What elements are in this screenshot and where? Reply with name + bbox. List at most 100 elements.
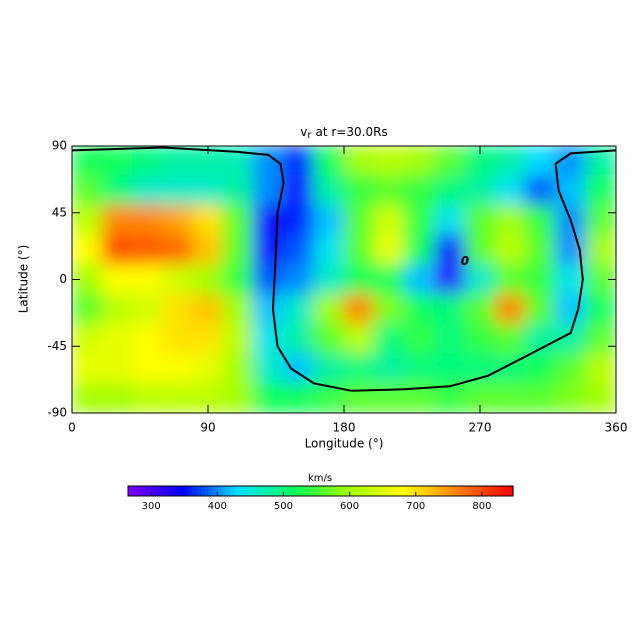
heat-cell	[343, 293, 375, 325]
heat-cell	[222, 293, 254, 325]
heat-cell	[131, 204, 164, 236]
colorbar-segment	[355, 486, 360, 496]
heat-cell	[72, 293, 103, 325]
colorbar-segment	[246, 486, 251, 496]
colorbar-tick-label: 500	[274, 501, 293, 512]
heat-cell	[343, 234, 375, 266]
heat-cell	[434, 264, 466, 295]
heat-cell	[101, 323, 133, 355]
colorbar-segment	[172, 486, 177, 496]
colorbar-segment	[349, 486, 354, 496]
heat-cell	[403, 323, 436, 355]
colorbar-segment	[240, 486, 245, 496]
heat-cell	[222, 382, 254, 413]
colorbar-segment	[147, 486, 152, 496]
colorbar-segment	[394, 486, 399, 496]
heat-cell	[585, 323, 616, 355]
heat-cell	[72, 204, 103, 236]
heat-cell	[494, 382, 526, 413]
heat-cell	[192, 323, 224, 355]
heat-cell	[373, 234, 405, 266]
colorbar-tick-label: 300	[142, 501, 161, 512]
colorbar-segment	[201, 486, 206, 496]
chart-title: vr at r=30.0Rs	[300, 125, 387, 142]
heat-cell	[343, 146, 375, 177]
heat-cell	[131, 293, 164, 325]
heat-cell	[434, 146, 466, 177]
heat-cell	[72, 382, 103, 413]
colorbar-segment	[214, 486, 219, 496]
heat-cell	[162, 382, 194, 413]
heat-cell	[403, 204, 436, 236]
heat-cell	[585, 234, 616, 266]
colorbar-tick-label: 400	[208, 501, 227, 512]
heat-cell	[283, 175, 315, 206]
heat-cell	[162, 234, 194, 266]
colorbar-segment	[198, 486, 203, 496]
heat-cell	[524, 234, 557, 266]
heat-cell	[524, 353, 557, 384]
heat-cell	[192, 353, 224, 384]
heat-cell	[373, 353, 405, 384]
title-main: v	[300, 125, 307, 139]
heat-cell	[283, 353, 315, 384]
colorbar-segment	[336, 486, 341, 496]
heat-cell	[162, 293, 194, 325]
heat-cell	[403, 293, 436, 325]
heat-cell	[343, 204, 375, 236]
heat-cell	[555, 175, 587, 206]
heat-cell	[313, 382, 345, 413]
colorbar-segment	[211, 486, 216, 496]
colorbar-segment	[468, 486, 472, 496]
colorbar-segment	[439, 486, 444, 496]
colorbar-segment	[407, 486, 411, 496]
heat-cell	[283, 146, 315, 177]
heat-cell	[283, 204, 315, 236]
heat-cell	[252, 146, 285, 177]
heat-cell	[464, 264, 496, 295]
colorbar-segment	[484, 486, 488, 496]
colorbar-segment	[464, 486, 469, 496]
heat-cell	[101, 293, 133, 325]
heat-cell	[524, 264, 557, 295]
colorbar-segment	[208, 486, 213, 496]
heat-cell	[494, 146, 526, 177]
colorbar-segment	[288, 486, 293, 496]
heat-cell	[101, 382, 133, 413]
heat-cell	[585, 204, 616, 236]
heat-cell	[192, 234, 224, 266]
colorbar-segment	[413, 486, 418, 496]
colorbar-segment	[365, 486, 370, 496]
heat-cell	[464, 323, 496, 355]
colorbar-segment	[452, 486, 456, 496]
colorbar-segment	[272, 486, 277, 496]
heat-cell	[252, 204, 285, 236]
heat-cell	[524, 293, 557, 325]
colorbar-segment	[285, 486, 290, 496]
heat-cell	[464, 293, 496, 325]
colorbar-segment	[188, 486, 193, 496]
colorbar-segment	[448, 486, 453, 496]
colorbar-segment	[256, 486, 261, 496]
colorbar-segment	[362, 486, 367, 496]
colorbar-segment	[503, 486, 508, 496]
colorbar-segment	[205, 486, 209, 496]
heat-cell	[252, 293, 285, 325]
y-tick-label: -90	[47, 406, 67, 420]
colorbar-segment	[275, 486, 280, 496]
colorbar-segment	[298, 486, 302, 496]
colorbar-segment	[391, 486, 395, 496]
colorbar-segment	[179, 486, 184, 496]
heat-cell	[373, 323, 405, 355]
colorbar-segment	[323, 486, 328, 496]
heat-cell	[434, 293, 466, 325]
heat-cell	[283, 234, 315, 266]
colorbar-segment	[359, 486, 363, 496]
heat-cell	[524, 382, 557, 413]
heat-cell	[464, 175, 496, 206]
heat-cell	[222, 353, 254, 384]
colorbar-segment	[471, 486, 476, 496]
colorbar-segment	[381, 486, 386, 496]
heat-cell	[494, 175, 526, 206]
colorbar-segment	[330, 486, 334, 496]
